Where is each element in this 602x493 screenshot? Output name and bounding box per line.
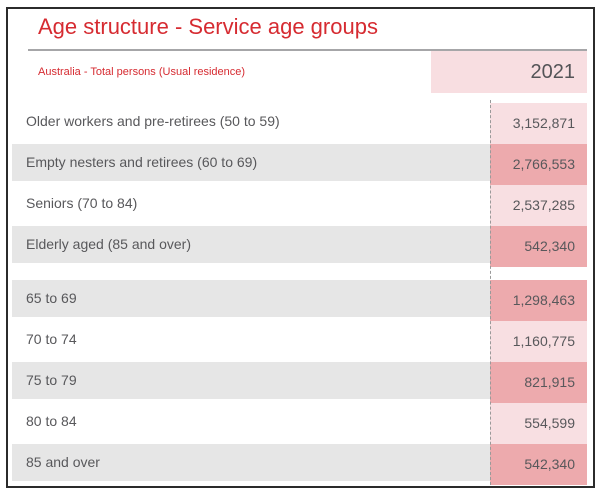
table-subtitle: Australia - Total persons (Usual residen… (38, 66, 246, 78)
age-group-label: Seniors (70 to 84) (12, 185, 490, 226)
age-group-label: 65 to 69 (12, 280, 490, 321)
age-group-label: Elderly aged (85 and over) (12, 226, 490, 267)
table-row: Elderly aged (85 and over) 542,340 (12, 226, 587, 267)
population-value: 1,298,463 (490, 280, 587, 321)
age-group-label: 70 to 74 (12, 321, 490, 362)
title-divider (28, 49, 587, 51)
population-value: 821,915 (490, 362, 587, 403)
population-value: 2,766,553 (490, 144, 587, 185)
age-group-label: 80 to 84 (12, 403, 490, 444)
age-group-label: 85 and over (12, 444, 490, 485)
table-row: 65 to 69 1,298,463 (12, 280, 587, 321)
page-title: Age structure - Service age groups (38, 14, 378, 39)
age-group-label: Empty nesters and retirees (60 to 69) (12, 144, 490, 185)
age-group-label: 75 to 79 (12, 362, 490, 403)
widget-frame: Age structure - Service age groups Austr… (6, 7, 595, 488)
table-row: 75 to 79 821,915 (12, 362, 587, 403)
population-value: 3,152,871 (490, 103, 587, 144)
year-column-header: 2021 (431, 51, 587, 93)
population-value: 1,160,775 (490, 321, 587, 362)
table-row: 80 to 84 554,599 (12, 403, 587, 444)
table-row: Empty nesters and retirees (60 to 69) 2,… (12, 144, 587, 185)
section-gap (12, 267, 587, 280)
population-value: 542,340 (490, 226, 587, 267)
table-row: 85 and over 542,340 (12, 444, 587, 485)
population-value: 554,599 (490, 403, 587, 444)
age-group-label: Older workers and pre-retirees (50 to 59… (12, 103, 490, 144)
population-value: 2,537,285 (490, 185, 587, 226)
age-structure-table: Older workers and pre-retirees (50 to 59… (12, 103, 587, 485)
table-row: Older workers and pre-retirees (50 to 59… (12, 103, 587, 144)
table-row: 70 to 74 1,160,775 (12, 321, 587, 362)
table-row: Seniors (70 to 84) 2,537,285 (12, 185, 587, 226)
column-divider-dashed-line (490, 100, 491, 485)
population-value: 542,340 (490, 444, 587, 485)
